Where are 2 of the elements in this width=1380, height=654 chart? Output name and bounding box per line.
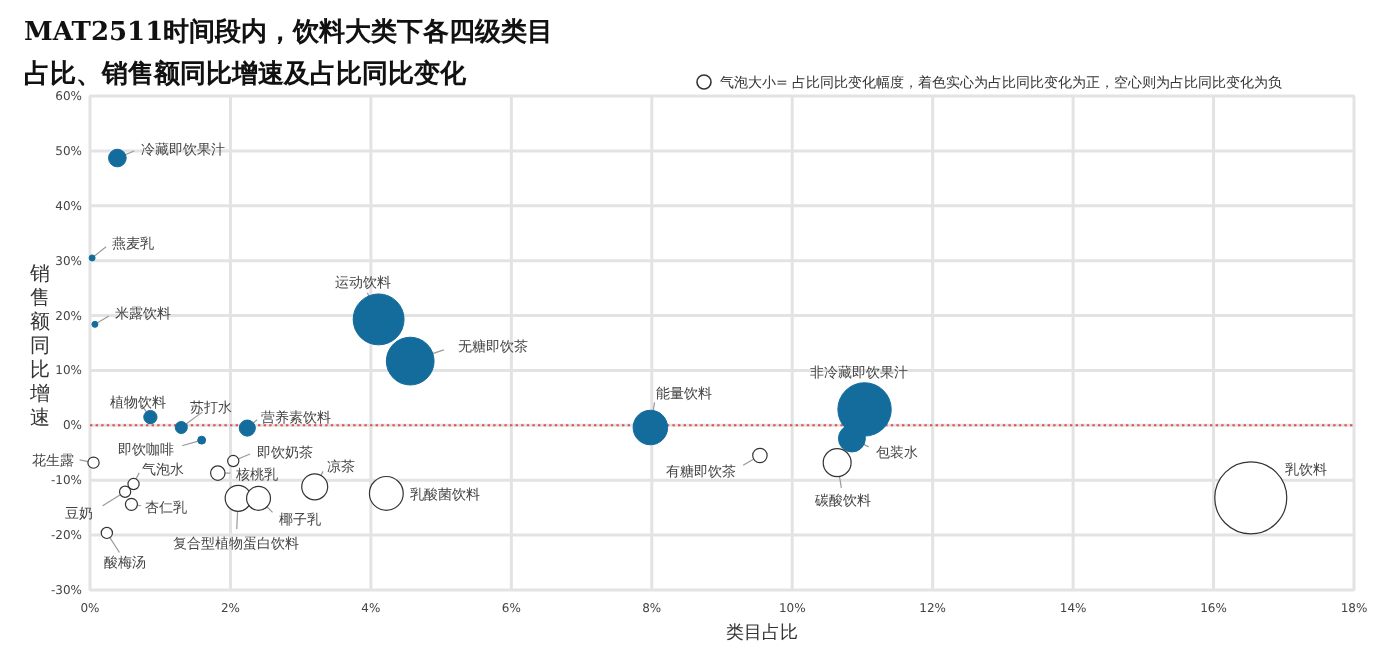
x-axis-title: 类目占比 bbox=[726, 622, 798, 644]
y-axis-title: 销售额同比增速 bbox=[28, 264, 50, 430]
